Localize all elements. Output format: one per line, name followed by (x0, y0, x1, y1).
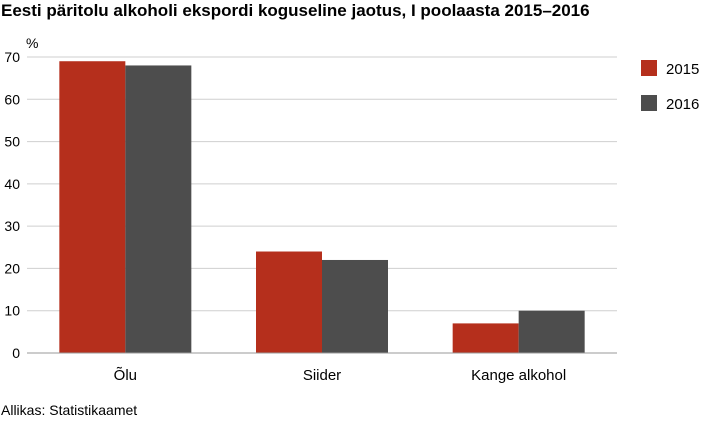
bar-2015-0 (59, 61, 126, 353)
y-tick-label: 10 (4, 303, 20, 319)
y-unit-label: % (26, 35, 38, 51)
bar-2016-2 (518, 310, 585, 353)
legend-swatch-2016 (641, 95, 657, 111)
x-category-labels: Õlu Siider Kange alkohol (114, 367, 567, 384)
y-tick-label: 0 (12, 345, 20, 361)
y-tick-label: 50 (4, 134, 20, 150)
x-category-label: Siider (303, 367, 341, 384)
y-tick-label: 20 (4, 260, 20, 276)
bars (59, 61, 585, 353)
y-tick-labels: 0 10 20 30 40 50 60 70 (4, 49, 20, 361)
bar-2016-1 (322, 259, 388, 353)
bar-2015-1 (256, 251, 322, 353)
x-category-label: Kange alkohol (471, 367, 566, 384)
bar-2016-0 (125, 65, 192, 353)
legend-swatch-2015 (641, 60, 657, 76)
legend-label: 2015 (666, 61, 699, 78)
y-tick-label: 30 (4, 218, 20, 234)
y-tick-label: 70 (4, 49, 20, 65)
legend: 2015 2016 (641, 60, 699, 113)
x-category-label: Õlu (114, 367, 137, 384)
chart-title: Eesti päritolu alkoholi ekspordi kogusel… (1, 1, 590, 20)
bar-2015-2 (452, 323, 519, 353)
y-tick-label: 40 (4, 176, 20, 192)
source-note: Allikas: Statistikaamet (1, 402, 138, 418)
legend-label: 2016 (666, 96, 699, 113)
y-tick-label: 60 (4, 91, 20, 107)
